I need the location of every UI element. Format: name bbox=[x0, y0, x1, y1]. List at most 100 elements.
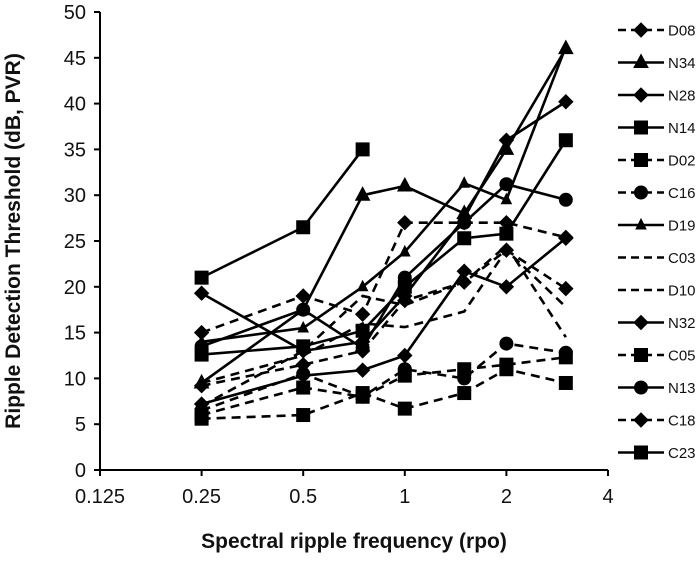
y-tick-label: 0 bbox=[75, 460, 86, 482]
axes: 0 5 10 15 20 25 30 35 40 45 50 0.125 0.25 0.5 1 2 4 bbox=[64, 2, 614, 508]
data-point-n13 bbox=[457, 215, 472, 230]
data-point-c18 bbox=[558, 280, 574, 297]
y-tick-label: 50 bbox=[64, 2, 86, 24]
y-axis-label: Ripple Detection Threshold (dB, PVR) bbox=[2, 53, 25, 429]
data-point-n32 bbox=[397, 347, 413, 364]
y-tick-label: 15 bbox=[64, 323, 86, 345]
data-point-d08 bbox=[354, 306, 371, 322]
series-c05 bbox=[194, 362, 573, 426]
data-point-n13 bbox=[558, 192, 573, 207]
data-point-c23 bbox=[296, 220, 311, 235]
series-line-d19 bbox=[201, 46, 568, 344]
legend-label-c03: C03 bbox=[668, 250, 696, 267]
data-point-d19 bbox=[560, 39, 572, 52]
legend-item-n28: N28 bbox=[618, 87, 696, 105]
legend-label-n13: N13 bbox=[668, 380, 696, 397]
x-axis-label: Spectral ripple frequency (rpo) bbox=[201, 530, 507, 553]
data-point-n13 bbox=[296, 302, 311, 317]
legend-label-d10: D10 bbox=[668, 283, 696, 300]
series-line-n32 bbox=[201, 237, 567, 406]
legend-item-d10: D10 bbox=[618, 283, 696, 300]
y-tick-label: 20 bbox=[64, 277, 86, 299]
data-point-c05 bbox=[558, 375, 573, 390]
legend-marker-n32 bbox=[633, 314, 649, 331]
legend-marker-c16 bbox=[634, 185, 648, 200]
data-point-c05 bbox=[355, 386, 370, 401]
legend-item-c23: C23 bbox=[618, 445, 696, 462]
data-point-c05 bbox=[194, 411, 209, 426]
data-point-d19 bbox=[398, 244, 411, 257]
y-tick-label: 45 bbox=[64, 48, 86, 70]
x-tick-label: 0.25 bbox=[182, 486, 221, 508]
legend-item-c05: C05 bbox=[618, 348, 696, 365]
y-tick-label: 40 bbox=[64, 94, 86, 116]
series-n32 bbox=[193, 230, 574, 412]
data-point-n34 bbox=[354, 186, 371, 201]
legend-item-n34: N34 bbox=[618, 53, 696, 72]
data-point-d08 bbox=[397, 214, 413, 231]
data-point-c18 bbox=[193, 378, 210, 394]
series-c16 bbox=[194, 336, 573, 418]
series-n13 bbox=[194, 177, 573, 356]
series-line-c23 bbox=[201, 148, 364, 279]
legend-marker-c18 bbox=[633, 412, 649, 428]
data-point-c18 bbox=[354, 343, 371, 359]
legend-marker-d02 bbox=[634, 153, 648, 167]
data-point-n34 bbox=[396, 176, 413, 192]
legend: D08 N34 N28 N14 D02 C16 D19 C03 D10 N32 C05 N13 C18 C… bbox=[618, 22, 696, 462]
y-tick-label: 5 bbox=[75, 414, 86, 436]
data-point-c05 bbox=[397, 401, 412, 416]
series-d02 bbox=[194, 350, 573, 423]
series-group bbox=[193, 39, 574, 426]
legend-item-d19: D19 bbox=[618, 218, 696, 235]
legend-label-d08: D08 bbox=[668, 23, 696, 40]
data-point-n14 bbox=[457, 231, 472, 246]
x-tick-label: 1 bbox=[399, 486, 410, 508]
series-c18 bbox=[193, 242, 574, 394]
legend-item-n32: N32 bbox=[618, 314, 696, 332]
data-point-n28 bbox=[193, 285, 210, 301]
data-point-c18 bbox=[498, 242, 515, 258]
data-point-c23 bbox=[194, 270, 209, 285]
data-point-d19 bbox=[356, 279, 369, 292]
data-point-n13 bbox=[499, 177, 514, 192]
data-point-c16 bbox=[499, 336, 514, 351]
y-tick-label: 35 bbox=[64, 139, 86, 161]
legend-label-d02: D02 bbox=[668, 153, 696, 170]
data-point-c05 bbox=[457, 386, 472, 401]
data-point-n14 bbox=[558, 133, 573, 148]
data-point-n14 bbox=[499, 226, 514, 241]
legend-label-d19: D19 bbox=[668, 218, 696, 235]
legend-label-c23: C23 bbox=[668, 445, 696, 462]
data-point-c16 bbox=[457, 371, 472, 386]
legend-label-n32: N32 bbox=[668, 315, 696, 332]
legend-label-c16: C16 bbox=[668, 185, 696, 202]
data-point-n28 bbox=[558, 94, 574, 110]
legend-item-c16: C16 bbox=[618, 185, 696, 202]
x-tick-label: 0.125 bbox=[75, 486, 125, 508]
y-tick-label: 10 bbox=[64, 368, 86, 390]
legend-item-c03: C03 bbox=[618, 250, 696, 267]
legend-label-c18: C18 bbox=[668, 413, 696, 430]
data-point-n13 bbox=[194, 339, 209, 354]
legend-item-c18: C18 bbox=[618, 412, 696, 430]
series-line-n34 bbox=[200, 47, 567, 385]
data-point-d19 bbox=[500, 192, 513, 205]
data-point-c05 bbox=[499, 362, 514, 377]
data-point-c18 bbox=[456, 274, 472, 290]
data-point-n32 bbox=[498, 279, 515, 295]
legend-label-n14: N14 bbox=[668, 120, 696, 137]
data-point-n32 bbox=[354, 362, 371, 378]
data-point-c18 bbox=[397, 292, 413, 309]
legend-label-n34: N34 bbox=[668, 55, 696, 72]
data-point-c18 bbox=[295, 356, 311, 373]
legend-marker-n28 bbox=[633, 87, 649, 103]
y-tick-label: 30 bbox=[64, 185, 86, 207]
legend-item-d02: D02 bbox=[618, 153, 696, 170]
legend-marker-c05 bbox=[634, 348, 648, 362]
data-point-n28 bbox=[498, 132, 515, 148]
legend-marker-d08 bbox=[633, 22, 649, 38]
data-point-d19 bbox=[297, 320, 310, 333]
legend-marker-d19 bbox=[635, 217, 647, 230]
